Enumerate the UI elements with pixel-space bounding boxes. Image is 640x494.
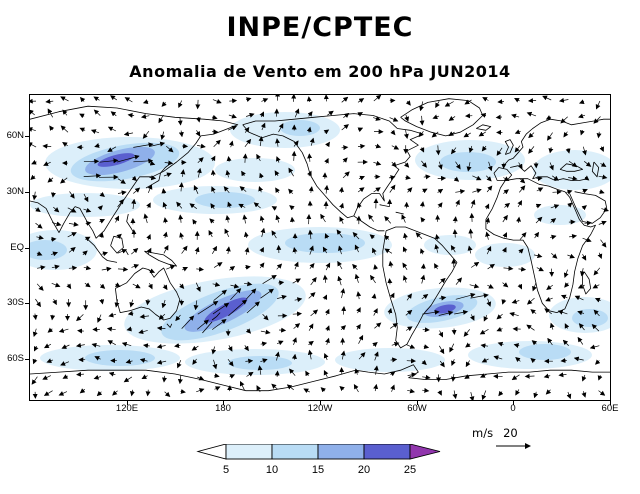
- reference-vector-unit: m/s: [472, 426, 494, 440]
- colorbar-label: 10: [266, 464, 278, 476]
- map-plot-area: [29, 94, 611, 401]
- wind-speed-shading: [440, 152, 496, 172]
- wind-speed-shading: [228, 356, 292, 370]
- wind-vectors-layer: [30, 95, 609, 400]
- colorbar-segment: [363, 444, 411, 460]
- lat-tick-label: 60N: [6, 130, 24, 141]
- coastline: [559, 163, 583, 172]
- coastline: [485, 178, 596, 313]
- coastline: [30, 105, 239, 239]
- wind-speed-shading: [475, 243, 535, 267]
- coastline: [582, 271, 592, 295]
- reference-vector-value: 20: [503, 426, 518, 440]
- tick-mark: [25, 248, 29, 249]
- colorbar-label: 20: [358, 464, 370, 476]
- tick-mark: [320, 401, 321, 405]
- wind-speed-shading: [215, 158, 295, 182]
- tick-mark: [25, 303, 29, 304]
- lon-tick-label: 180: [215, 403, 231, 414]
- coastline: [503, 118, 610, 166]
- wind-anomaly-map: [30, 95, 610, 400]
- colorbar: 5 10 15 20 25: [196, 444, 441, 476]
- wind-speed-shading: [285, 233, 365, 253]
- coastline: [591, 161, 600, 178]
- coastline: [30, 364, 610, 392]
- coastline: [166, 323, 173, 328]
- wind-speed-shading: [424, 235, 476, 255]
- coastline: [353, 215, 385, 232]
- coastline: [144, 250, 177, 267]
- wind-speed-shading: [519, 344, 571, 360]
- chart-title: Anomalia de Vento em 200 hPa JUN2014: [129, 62, 511, 81]
- lon-tick-label: 60W: [407, 403, 427, 414]
- tick-mark: [25, 359, 29, 360]
- coastline: [115, 267, 181, 321]
- coastline: [569, 191, 608, 224]
- wind-speed-shading: [572, 309, 608, 327]
- wind-speed-shading: [534, 205, 586, 225]
- tick-mark: [25, 136, 29, 137]
- coastline: [400, 98, 484, 137]
- coastline: [504, 139, 514, 155]
- colorbar-segment: [271, 444, 319, 460]
- coastline: [379, 204, 390, 207]
- tick-mark: [513, 401, 514, 405]
- reference-vector-arrow: [496, 443, 531, 449]
- coastline-layer: [30, 98, 610, 392]
- lat-tick-label: 60S: [7, 353, 24, 364]
- colorbar-label: 5: [223, 464, 229, 476]
- tick-mark: [223, 401, 224, 405]
- coastline: [382, 226, 458, 349]
- wind-speed-shading: [85, 350, 155, 366]
- page-title: INPE/CPTEC: [226, 12, 414, 43]
- lon-tick-label: 0: [510, 403, 516, 414]
- lon-tick-label: 120E: [115, 403, 139, 414]
- colorbar-right-arrow: [409, 444, 441, 460]
- lon-tick-label: 120W: [307, 403, 333, 414]
- coastline: [211, 312, 221, 321]
- lon-tick-label: 60E: [601, 403, 619, 414]
- wind-speed-shading: [195, 192, 255, 208]
- coastline: [242, 113, 424, 219]
- tick-mark: [127, 401, 128, 405]
- tick-mark: [417, 401, 418, 405]
- colorbar-label: 25: [404, 464, 416, 476]
- wind-speed-shading: [533, 150, 610, 190]
- wind-speed-shading: [280, 120, 320, 136]
- coastline: [476, 124, 492, 131]
- colorbar-segment: [317, 444, 365, 460]
- reference-vector: m/s 20: [472, 426, 528, 440]
- coastline: [202, 321, 213, 334]
- colorbar-label: 15: [312, 464, 324, 476]
- colorbar-segment: [225, 444, 273, 460]
- coastline: [110, 235, 124, 254]
- wind-speed-shading: [335, 348, 445, 372]
- lat-tick-label: EQ: [10, 242, 24, 253]
- wind-speed-shading: [204, 297, 248, 323]
- colorbar-left-arrow: [196, 444, 227, 460]
- coastline: [86, 237, 118, 263]
- shading-layer: [30, 112, 610, 375]
- tick-mark: [25, 192, 29, 193]
- coastline: [395, 211, 404, 215]
- lat-tick-label: 30N: [6, 186, 24, 197]
- tick-mark: [610, 401, 611, 405]
- lat-tick-label: 30S: [7, 297, 24, 308]
